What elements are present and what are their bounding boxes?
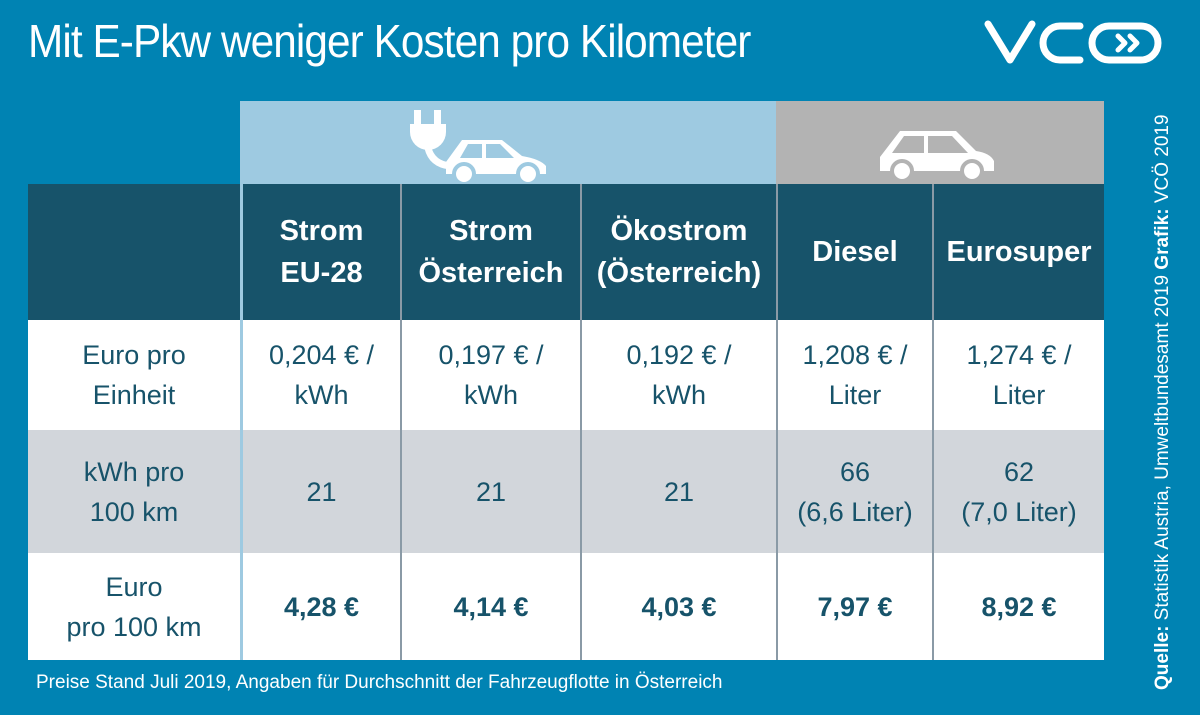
- table-cell: 0,192 € / kWh: [580, 320, 776, 430]
- cost-table: Strom EU-28 Strom Österreich Ökostrom (Ö…: [28, 184, 1104, 660]
- header-cell: Diesel: [776, 184, 932, 320]
- table-cell: 21: [580, 430, 776, 553]
- table-cell: 66 (6,6 Liter): [776, 430, 932, 553]
- fuel-group-header: [776, 101, 1104, 184]
- graphic-label: Grafik:: [1152, 208, 1173, 270]
- table-cell: 8,92 €: [932, 553, 1104, 660]
- row-label: Euro pro Einheit: [28, 320, 240, 430]
- row-label: Euro pro 100 km: [28, 553, 240, 660]
- table-cell: 0,197 € / kWh: [400, 320, 580, 430]
- electric-group-header: [240, 101, 776, 184]
- source-credit: Quelle: Statistik Austria, Umweltbundesa…: [1152, 114, 1174, 690]
- table-cell: 62 (7,0 Liter): [932, 430, 1104, 553]
- graphic-text: VCÖ 2019: [1152, 114, 1173, 209]
- table-header-row: Strom EU-28 Strom Österreich Ökostrom (Ö…: [28, 184, 1104, 320]
- electric-car-plug-icon: [410, 110, 546, 184]
- header-cell: Strom EU-28: [240, 184, 400, 320]
- table-cell: 1,274 € / Liter: [932, 320, 1104, 430]
- table-cell: 21: [400, 430, 580, 553]
- header-cell: [28, 184, 240, 320]
- table-row: Euro pro Einheit 0,204 € / kWh 0,197 € /…: [28, 320, 1104, 430]
- table-cell: 4,03 €: [580, 553, 776, 660]
- table-cell: 21: [240, 430, 400, 553]
- car-icon: [880, 131, 994, 183]
- table-cell: 7,97 €: [776, 553, 932, 660]
- header-cell: Ökostrom (Österreich): [580, 184, 776, 320]
- row-label: kWh pro 100 km: [28, 430, 240, 553]
- table-cell: 4,14 €: [400, 553, 580, 660]
- table-cell: 1,208 € / Liter: [776, 320, 932, 430]
- table-cell: 0,204 € / kWh: [240, 320, 400, 430]
- vco-logo: [984, 20, 1162, 64]
- footnote: Preise Stand Juli 2019, Angaben für Durc…: [36, 672, 723, 693]
- table-row: kWh pro 100 km 21 21 21 66 (6,6 Liter) 6…: [28, 430, 1104, 553]
- table-cell: 4,28 €: [240, 553, 400, 660]
- page-title: Mit E-Pkw weniger Kosten pro Kilometer: [28, 15, 751, 67]
- header-cell: Strom Österreich: [400, 184, 580, 320]
- source-text: Statistik Austria, Umweltbundesamt 2019: [1152, 269, 1173, 626]
- source-label: Quelle:: [1152, 625, 1173, 690]
- table-row: Euro pro 100 km 4,28 € 4,14 € 4,03 € 7,9…: [28, 553, 1104, 660]
- header-cell: Eurosuper: [932, 184, 1104, 320]
